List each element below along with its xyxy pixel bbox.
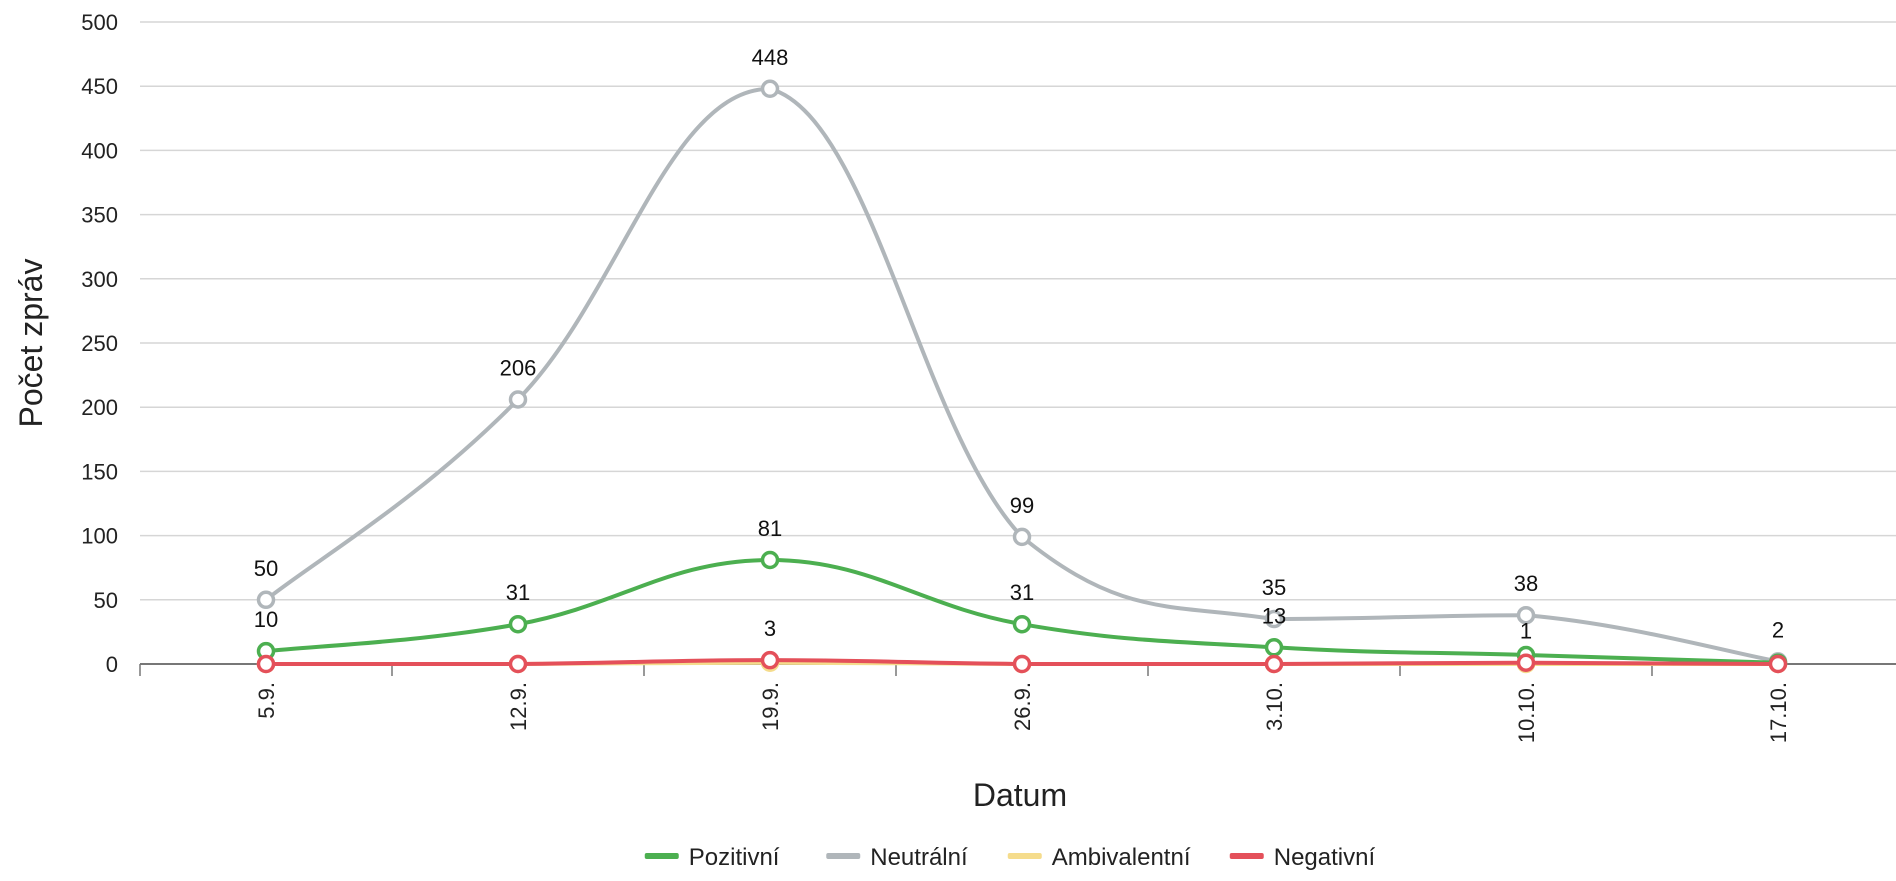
x-tick-label: 10.10. bbox=[1514, 682, 1539, 743]
y-tick-label: 50 bbox=[94, 588, 118, 613]
data-point[interactable] bbox=[1012, 614, 1032, 634]
x-axis-title: Datum bbox=[973, 777, 1067, 813]
data-label: 35 bbox=[1262, 575, 1286, 600]
legend-label: Pozitivní bbox=[689, 844, 780, 871]
data-label: 99 bbox=[1010, 493, 1034, 518]
data-point[interactable] bbox=[1516, 605, 1536, 625]
data-label: 31 bbox=[506, 580, 530, 605]
data-label: 10 bbox=[254, 607, 278, 632]
data-point[interactable] bbox=[256, 590, 276, 610]
legend-item[interactable]: Pozitivní bbox=[644, 844, 780, 871]
y-axis-title: Počet zpráv bbox=[13, 259, 49, 428]
data-point[interactable] bbox=[760, 550, 780, 570]
data-point[interactable] bbox=[1012, 654, 1032, 674]
legend-swatch bbox=[1229, 853, 1264, 859]
data-label: 13 bbox=[1262, 603, 1286, 628]
data-point[interactable] bbox=[1264, 654, 1284, 674]
y-tick-label: 400 bbox=[81, 138, 118, 163]
legend-swatch bbox=[1007, 853, 1042, 859]
x-tick-label: 12.9. bbox=[506, 682, 531, 731]
data-point[interactable] bbox=[508, 390, 528, 409]
data-point[interactable] bbox=[760, 650, 780, 670]
legend-label: Neutrální bbox=[870, 844, 968, 871]
x-tick-label: 19.9. bbox=[758, 682, 783, 731]
data-label: 3 bbox=[764, 616, 776, 641]
y-tick-label: 350 bbox=[81, 203, 118, 228]
legend-label: Negativní bbox=[1274, 844, 1376, 871]
x-tick-label: 3.10. bbox=[1262, 682, 1287, 731]
y-tick-label: 500 bbox=[81, 10, 118, 35]
data-label: 50 bbox=[254, 556, 278, 581]
legend-item[interactable]: Negativní bbox=[1229, 844, 1376, 871]
x-tick-label: 26.9. bbox=[1010, 682, 1035, 731]
data-label: 2 bbox=[1772, 617, 1784, 642]
y-tick-label: 250 bbox=[81, 331, 118, 356]
legend: Pozitivní Neutrální Ambivalentní Negativní bbox=[644, 844, 1376, 871]
data-label: 1 bbox=[1520, 619, 1532, 644]
y-tick-label: 100 bbox=[81, 524, 118, 549]
data-label: 31 bbox=[1010, 580, 1034, 605]
y-tick-label: 0 bbox=[106, 652, 118, 677]
x-tick-label: 17.10. bbox=[1766, 682, 1791, 743]
grid bbox=[140, 21, 1896, 601]
y-tick-label: 300 bbox=[81, 267, 118, 292]
legend-label: Ambivalentní bbox=[1052, 844, 1191, 871]
x-tick-label: 5.9. bbox=[254, 682, 279, 719]
y-tick-label: 150 bbox=[81, 459, 118, 484]
legend-item[interactable]: Neutrální bbox=[826, 844, 968, 871]
data-label: 38 bbox=[1514, 571, 1538, 596]
data-point[interactable] bbox=[1264, 609, 1284, 629]
series-line bbox=[265, 557, 1779, 665]
y-tick-label: 450 bbox=[81, 74, 118, 99]
data-point[interactable] bbox=[508, 614, 528, 634]
data-label: 448 bbox=[752, 45, 789, 70]
data-point[interactable] bbox=[760, 79, 780, 99]
legend-swatch bbox=[644, 853, 679, 859]
data-point[interactable] bbox=[508, 654, 528, 674]
data-point[interactable] bbox=[256, 654, 276, 674]
series-line bbox=[264, 86, 1779, 664]
legend-swatch bbox=[826, 853, 861, 859]
data-point[interactable] bbox=[1768, 654, 1788, 674]
data-label: 81 bbox=[758, 516, 782, 541]
data-point[interactable] bbox=[1012, 527, 1032, 547]
data-label: 206 bbox=[500, 355, 537, 380]
data-point[interactable] bbox=[1264, 638, 1284, 657]
y-tick-label: 200 bbox=[81, 395, 118, 420]
data-point[interactable] bbox=[1516, 653, 1536, 672]
series-lines bbox=[256, 79, 1788, 674]
legend-item[interactable]: Ambivalentní bbox=[1007, 844, 1191, 871]
series-0 bbox=[256, 550, 1788, 672]
series-3 bbox=[256, 650, 1788, 674]
